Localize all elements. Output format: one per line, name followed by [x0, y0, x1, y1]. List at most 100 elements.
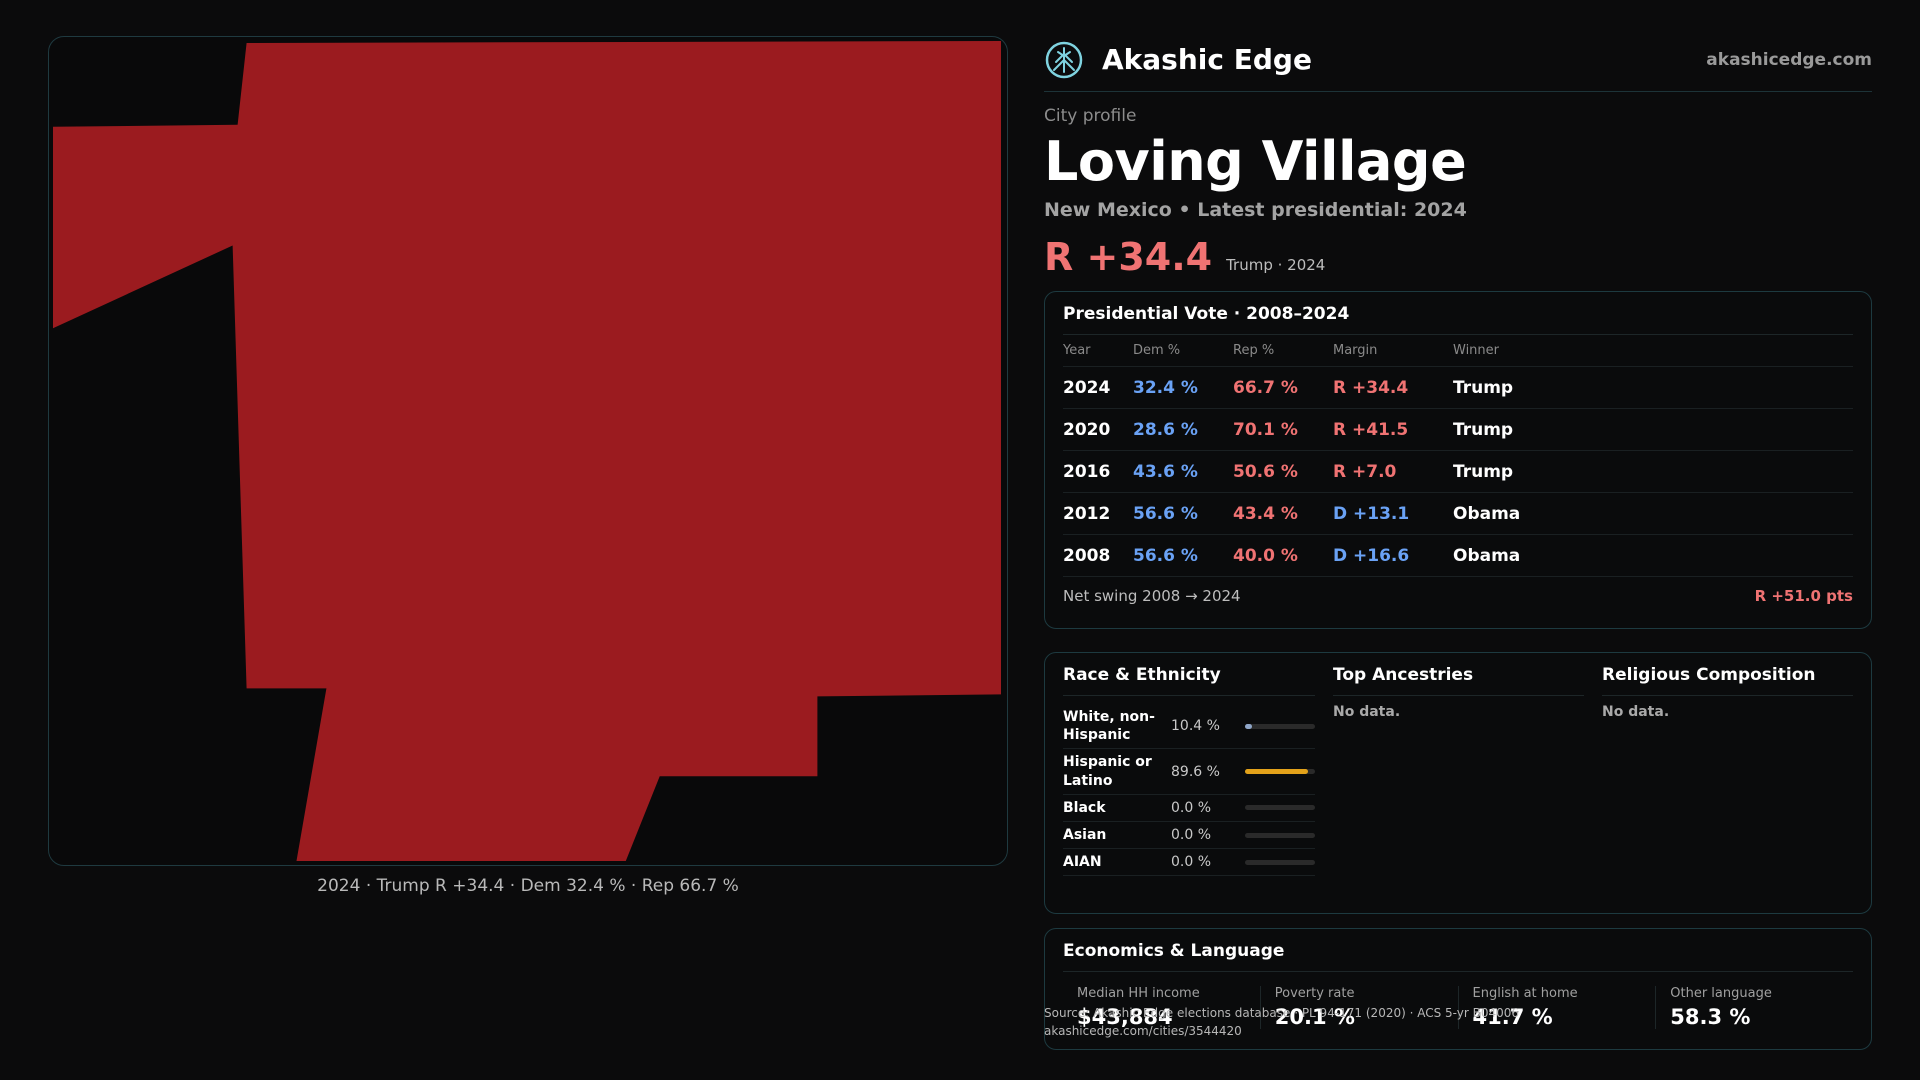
- econ-stat: Median HH income $43,884: [1063, 986, 1260, 1029]
- economics-card-title: Economics & Language: [1063, 941, 1853, 972]
- race-label: White, non-Hispanic: [1063, 709, 1155, 744]
- list-item: Hispanic or Latino 89.6 %: [1063, 749, 1315, 795]
- econ-label: Median HH income: [1077, 986, 1200, 1001]
- row-year: 2020: [1063, 419, 1111, 440]
- row-dem: 56.6 %: [1133, 503, 1198, 524]
- header-margin: Margin: [1333, 343, 1378, 359]
- row-year: 2012: [1063, 503, 1111, 524]
- net-swing-value: R +51.0 pts: [1754, 587, 1853, 606]
- header-year: Year: [1063, 343, 1091, 359]
- list-item: White, non-Hispanic 10.4 %: [1063, 704, 1315, 750]
- race-label: Hispanic or Latino: [1063, 754, 1152, 789]
- econ-label: Other language: [1670, 986, 1772, 1001]
- econ-label: Poverty rate: [1274, 986, 1355, 1001]
- religion-section-title: Religious Composition: [1602, 665, 1853, 696]
- net-swing-label: Net swing 2008 → 2024: [1063, 587, 1241, 606]
- header-dem: Dem %: [1133, 343, 1181, 359]
- row-rep: 40.0 %: [1233, 545, 1298, 566]
- race-label: AIAN: [1063, 854, 1102, 871]
- page-title: Loving Village: [1044, 130, 1467, 193]
- net-swing-row: Net swing 2008 → 2024 R +51.0 pts: [1063, 587, 1853, 605]
- city-map: [48, 36, 1008, 866]
- headline-margin: R +34.4: [1044, 235, 1213, 280]
- presidential-vote-card: Presidential Vote · 2008–2024 Year Dem %…: [1044, 291, 1872, 630]
- header-rep: Rep %: [1233, 343, 1275, 359]
- race-ethnicity-section: Race & Ethnicity White, non-Hispanic 10.…: [1063, 665, 1315, 901]
- source-footer: Source: Akashic Edge elections database …: [1044, 1004, 1519, 1040]
- row-winner: Obama: [1453, 545, 1521, 566]
- row-margin: D +13.1: [1333, 503, 1410, 524]
- profile-link[interactable]: akashicedge.com/cities/3544420: [1044, 1024, 1242, 1038]
- vote-card-title: Presidential Vote · 2008–2024: [1063, 304, 1853, 336]
- row-rep: 43.4 %: [1233, 503, 1298, 524]
- headline-note: Trump · 2024: [1226, 256, 1326, 275]
- economics-language-card: Economics & Language Median HH income $4…: [1044, 928, 1872, 1050]
- row-margin: R +34.4: [1333, 377, 1409, 398]
- race-bar-track: [1245, 805, 1315, 811]
- headline-result: R +34.4 Trump · 2024: [1044, 235, 1872, 279]
- row-year: 2024: [1063, 377, 1111, 398]
- row-winner: Trump: [1453, 419, 1514, 440]
- list-item: Asian 0.0 %: [1063, 822, 1315, 850]
- religious-composition-section: Religious Composition No data.: [1602, 665, 1853, 901]
- econ-value: $43,884: [1077, 1005, 1173, 1029]
- ancestry-no-data: No data.: [1333, 704, 1401, 720]
- row-rep: 66.7 %: [1233, 377, 1298, 398]
- profile-panel: Akashic Edge akashicedge.com City profil…: [1044, 36, 1872, 1050]
- race-bar-track: [1245, 859, 1315, 865]
- race-pct: 0.0 %: [1171, 854, 1212, 871]
- race-bar-fill: [1245, 723, 1253, 729]
- table-row: 2020 28.6 % 70.1 % R +41.5 Trump: [1063, 409, 1853, 452]
- race-section-title: Race & Ethnicity: [1063, 665, 1315, 696]
- row-rep: 50.6 %: [1233, 461, 1298, 482]
- row-rep: 70.1 %: [1233, 419, 1298, 440]
- religion-no-data: No data.: [1602, 704, 1670, 720]
- table-row: 2008 56.6 % 40.0 % D +16.6 Obama: [1063, 535, 1853, 578]
- list-item: Black 0.0 %: [1063, 795, 1315, 822]
- race-bar-track: [1245, 832, 1315, 838]
- row-winner: Trump: [1453, 461, 1514, 482]
- table-row: 2012 56.6 % 43.4 % D +13.1 Obama: [1063, 493, 1853, 536]
- row-year: 2008: [1063, 545, 1111, 566]
- top-ancestries-section: Top Ancestries No data.: [1333, 665, 1584, 901]
- race-label: Asian: [1063, 826, 1107, 843]
- row-winner: Obama: [1453, 503, 1521, 524]
- map-caption: 2024 · Trump R +34.4 · Dem 32.4 % · Rep …: [317, 876, 739, 896]
- row-dem: 28.6 %: [1133, 419, 1198, 440]
- econ-stat: English at home 41.7 %: [1457, 986, 1656, 1029]
- race-bar-track: [1245, 769, 1315, 775]
- ancestry-section-title: Top Ancestries: [1333, 665, 1584, 696]
- row-year: 2016: [1063, 461, 1111, 482]
- source-text: Source: Akashic Edge elections database …: [1044, 1006, 1520, 1020]
- akashic-tree-logo-icon: [1045, 41, 1083, 78]
- econ-stat: Other language 58.3 %: [1655, 986, 1853, 1029]
- list-item: AIAN 0.0 %: [1063, 849, 1315, 877]
- brand-name: Akashic Edge: [1102, 43, 1312, 76]
- vote-table: Year Dem % Rep % Margin Winner 2024 32.4…: [1063, 335, 1853, 578]
- demographics-card: Race & Ethnicity White, non-Hispanic 10.…: [1044, 652, 1872, 914]
- page-eyebrow: City profile: [1044, 106, 1137, 126]
- row-winner: Trump: [1453, 377, 1514, 398]
- row-dem: 56.6 %: [1133, 545, 1198, 566]
- row-margin: R +41.5: [1333, 419, 1409, 440]
- race-pct: 10.4 %: [1171, 718, 1220, 735]
- row-margin: R +7.0: [1333, 461, 1397, 482]
- econ-value: 41.7 %: [1472, 1005, 1553, 1029]
- city-boundary-map: [52, 40, 1002, 862]
- header-winner: Winner: [1453, 343, 1500, 359]
- brand-header: Akashic Edge akashicedge.com: [1044, 36, 1872, 92]
- city-boundary-shape: [52, 40, 1002, 862]
- page-subtitle: New Mexico • Latest presidential: 2024: [1044, 199, 1467, 222]
- econ-value: 58.3 %: [1670, 1005, 1751, 1029]
- econ-label: English at home: [1472, 986, 1578, 1001]
- race-bar-track: [1245, 723, 1315, 729]
- econ-stat: Poverty rate 20.1 %: [1259, 986, 1458, 1029]
- race-bar-fill: [1245, 769, 1308, 775]
- economics-grid: Median HH income $43,884 Poverty rate 20…: [1063, 986, 1853, 1029]
- race-pct: 89.6 %: [1171, 763, 1220, 780]
- row-dem: 43.6 %: [1133, 461, 1198, 482]
- brand-url-link[interactable]: akashicedge.com: [1706, 49, 1872, 70]
- table-row: 2024 32.4 % 66.7 % R +34.4 Trump: [1063, 367, 1853, 410]
- row-margin: D +16.6: [1333, 545, 1410, 566]
- econ-value: 20.1 %: [1274, 1005, 1355, 1029]
